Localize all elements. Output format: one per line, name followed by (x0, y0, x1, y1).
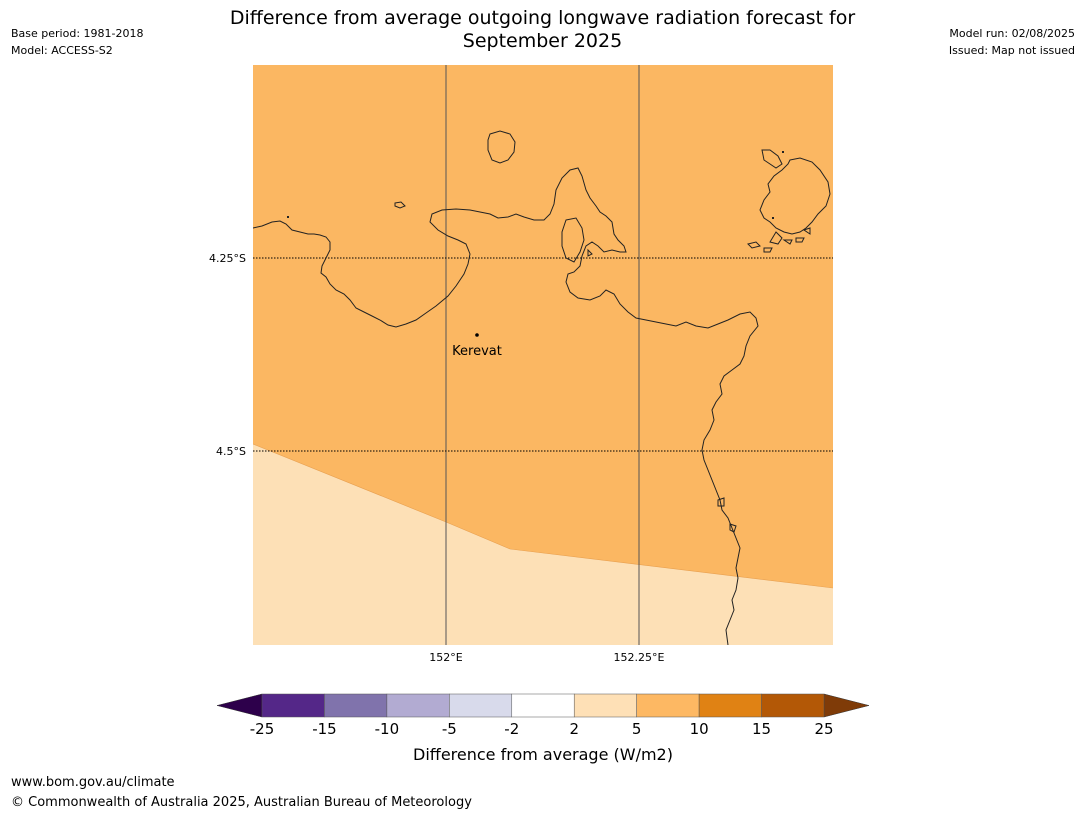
colorbar-tick-label: -25 (249, 720, 275, 738)
lat-label-4-5: 4.5°S (216, 445, 246, 458)
colorbar-segment (324, 693, 388, 718)
colorbar (216, 693, 870, 718)
base-period-text: Base period: 1981-2018 (11, 27, 144, 40)
colorbar-tick-label: 15 (752, 720, 772, 738)
colorbar-tick-label: 10 (689, 720, 709, 738)
issued-text: Issued: Map not issued (948, 44, 1075, 57)
lat-label-4-25: 4.25°S (209, 252, 246, 265)
coastline (253, 130, 831, 645)
colorbar-tick-label: 2 (569, 720, 579, 738)
band-2-to-5 (253, 444, 833, 645)
lon-label-152-25: 152.25°E (614, 651, 665, 664)
map-title-line2: September 2025 (462, 30, 623, 52)
colorbar-segment (511, 693, 575, 718)
colorbar-segment (573, 693, 637, 718)
model-text: Model: ACCESS-S2 (11, 44, 113, 57)
colorbar-tick-label: 25 (814, 720, 834, 738)
colorbar-segment (386, 693, 450, 718)
model-run-text: Model run: 02/08/2025 (949, 27, 1075, 40)
header-left: Base period: 1981-2018 Model: ACCESS-S2 (11, 25, 143, 59)
map-title: Difference from average outgoing longwav… (150, 7, 935, 53)
colorbar-tick-label: -15 (312, 720, 337, 738)
kerevat-marker (475, 333, 479, 337)
colorbar-tick-label: -5 (441, 720, 457, 738)
colorbar-under-arrow (216, 693, 263, 718)
colorbar-tick-label: -10 (374, 720, 400, 738)
place-label-kerevat: Kerevat (452, 344, 502, 359)
colorbar-segment (261, 693, 325, 718)
colorbar-tick-label: 5 (631, 720, 642, 738)
colorbar-segment (761, 693, 825, 718)
band-boundary (253, 443, 833, 589)
colorbar-segment (449, 693, 513, 718)
colorbar-label: Difference from average (W/m2) (413, 745, 673, 764)
footer-url: www.bom.gov.au/climate (11, 775, 175, 790)
map-title-line1: Difference from average outgoing longwav… (229, 7, 856, 29)
header-right: Model run: 02/08/2025 Issued: Map not is… (949, 25, 1075, 59)
colorbar-segment (636, 693, 700, 718)
colorbar-tick-label: -2 (504, 720, 520, 738)
lon-label-152: 152°E (429, 651, 462, 664)
footer-copyright: © Commonwealth of Australia 2025, Austra… (11, 795, 472, 810)
colorbar-over-arrow (823, 693, 870, 718)
colorbar-segment (698, 693, 762, 718)
